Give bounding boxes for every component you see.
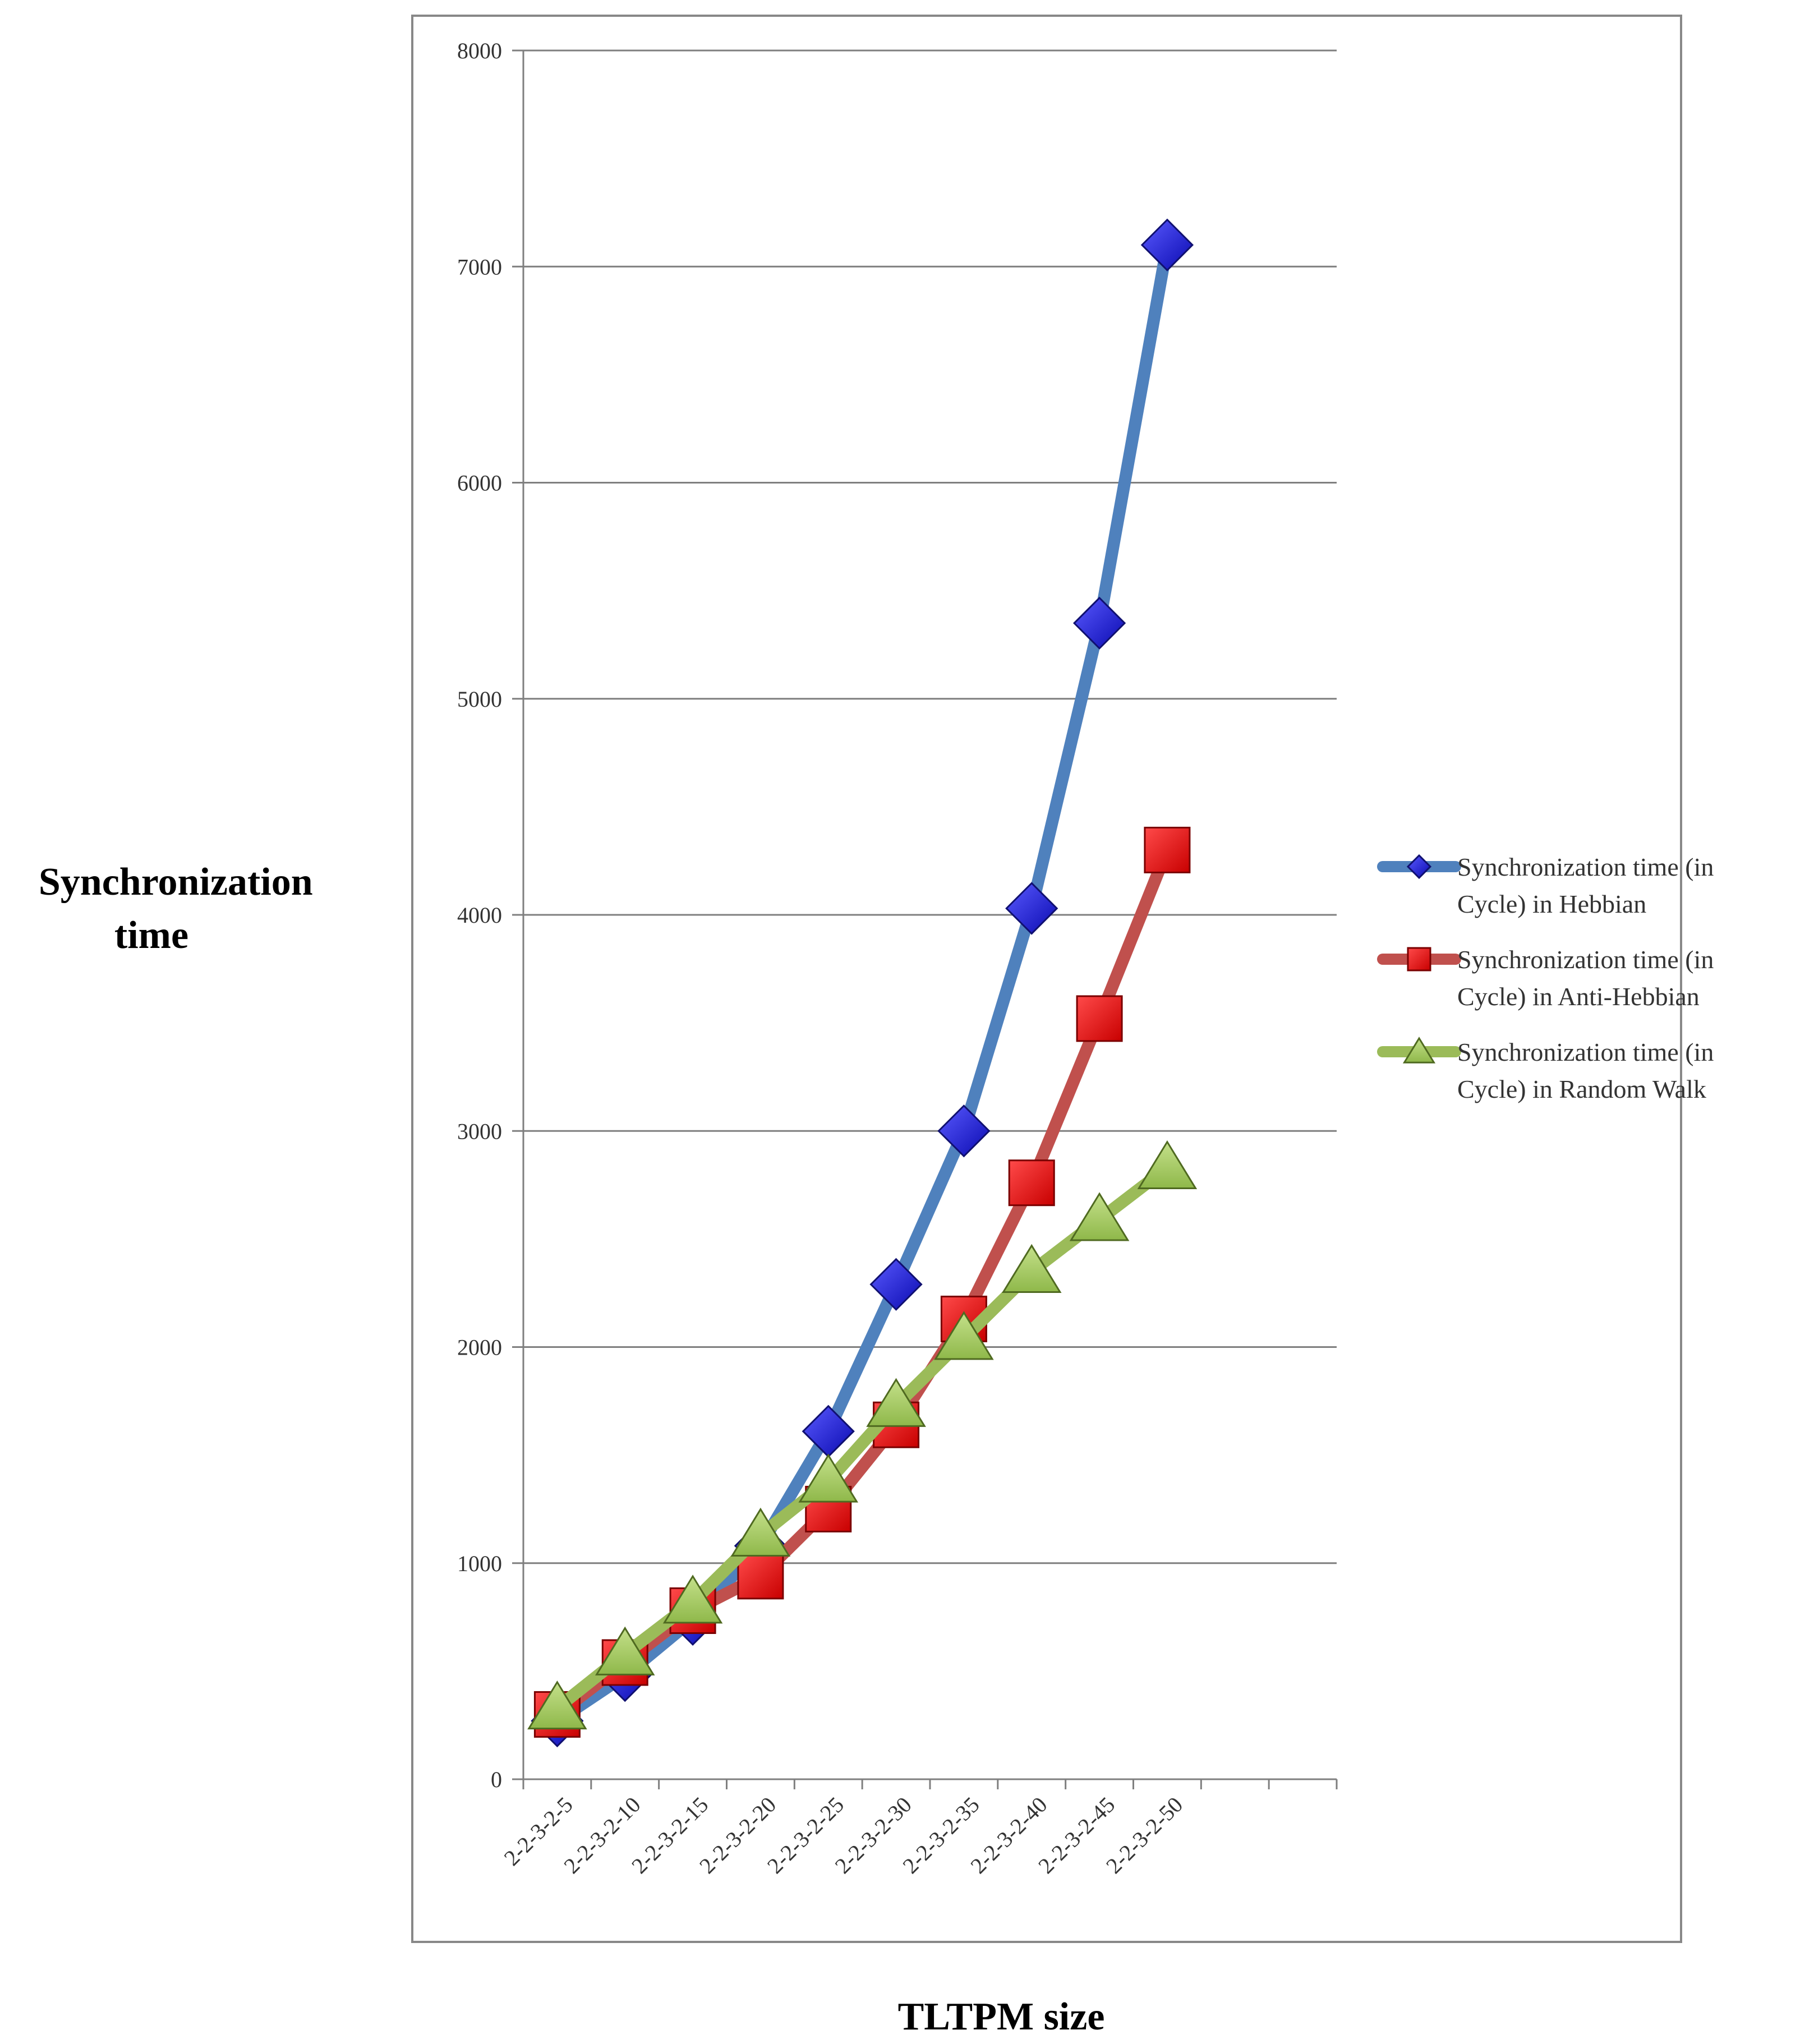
y-tick-label: 2000 <box>457 1335 502 1360</box>
triangle-marker <box>662 1575 723 1624</box>
y-tick-label: 0 <box>491 1767 502 1792</box>
diamond-marker <box>937 1104 991 1158</box>
series-line <box>551 1161 1173 1714</box>
x-axis-label: TLTPM size <box>898 1995 1105 2038</box>
legend-item-1: Synchronization time (in Cycle) in Hebbia… <box>1377 853 1714 918</box>
legend-label: Synchronization time (in <box>1457 1038 1714 1066</box>
triangle-marker <box>866 1378 926 1427</box>
y-axis-label-line-1: Synchronization <box>39 860 313 904</box>
y-axis-label: Synchronization time <box>39 860 323 957</box>
diamond-marker <box>1005 882 1058 935</box>
triangle-marker <box>798 1453 859 1503</box>
square-marker <box>737 1553 784 1600</box>
series-3 <box>527 1140 1198 1730</box>
diamond-marker <box>1140 218 1194 271</box>
square-marker <box>1008 1159 1055 1207</box>
triangle-marker <box>1402 1037 1436 1064</box>
y-tick-label: 6000 <box>457 471 502 496</box>
diamond-marker <box>802 1405 855 1458</box>
square-marker <box>1144 826 1191 873</box>
legend-label: Cycle) in Hebbian <box>1457 890 1646 918</box>
diamond-marker <box>1072 596 1126 650</box>
series-group <box>527 218 1198 1748</box>
square-marker <box>1076 995 1123 1042</box>
triangle-marker <box>595 1626 655 1675</box>
triangle-marker <box>1001 1244 1062 1293</box>
y-tick-label: 8000 <box>457 38 502 63</box>
legend-label: Synchronization time (in <box>1457 945 1714 974</box>
legend-label: Cycle) in Random Walk <box>1457 1075 1706 1103</box>
y-tick-label: 4000 <box>457 903 502 928</box>
triangle-marker <box>1137 1140 1198 1190</box>
diamond-marker <box>869 1258 923 1311</box>
chart-frame <box>411 15 1682 1943</box>
legend-item-3: Synchronization time (in Cycle) in Random… <box>1377 1037 1714 1103</box>
y-tick-label: 3000 <box>457 1118 502 1144</box>
y-tick-labels: 0 1000 2000 3000 4000 5000 6000 7000 8000 <box>457 38 502 1792</box>
diamond-marker <box>1406 854 1432 880</box>
series-2 <box>533 826 1191 1738</box>
y-axis-label-line-2: time <box>114 914 188 957</box>
triangle-marker <box>934 1311 994 1360</box>
legend-item-2: Synchronization time (in Cycle) in Anti-H… <box>1377 945 1714 1011</box>
y-tick-label: 1000 <box>457 1551 502 1576</box>
legend-label: Cycle) in Anti-Hebbian <box>1457 982 1700 1011</box>
x-tick-labels: 2-2-3-2-52-2-3-2-102-2-3-2-152-2-3-2-202… <box>499 1792 1188 1879</box>
y-tick-label: 7000 <box>457 254 502 279</box>
series-line <box>551 844 1173 1721</box>
series-1 <box>531 218 1194 1748</box>
triangle-marker <box>527 1680 587 1730</box>
legend: Synchronization time (in Cycle) in Hebbia… <box>1377 853 1714 1103</box>
triangle-marker <box>730 1507 791 1557</box>
triangle-marker <box>1069 1192 1130 1241</box>
series-line <box>551 238 1173 1727</box>
square-marker <box>1407 947 1431 972</box>
gridlines <box>512 49 1338 1789</box>
legend-label: Synchronization time (in <box>1457 853 1714 881</box>
y-tick-label: 5000 <box>457 687 502 712</box>
